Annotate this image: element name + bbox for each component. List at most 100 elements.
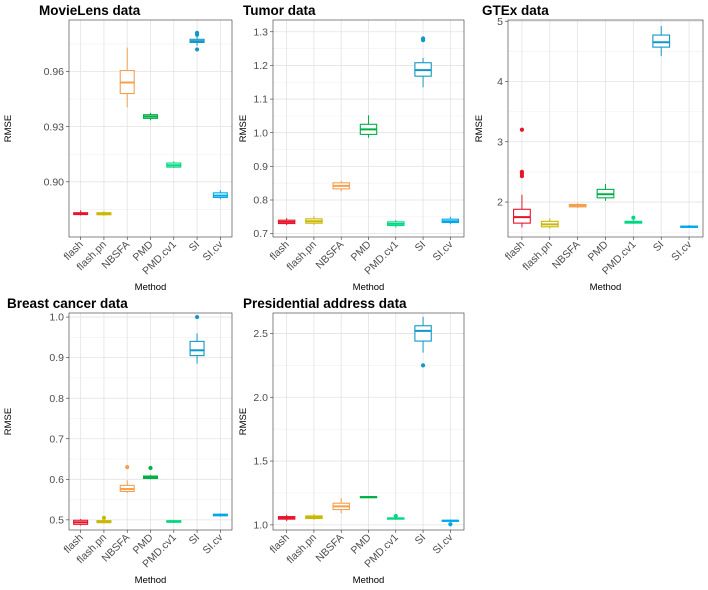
box-PMD.cv1 [166,519,182,524]
y-tick-label: 2 [497,197,503,209]
box-flash [513,127,531,228]
box-PMD.cv1 [387,219,405,228]
y-tick-label: 1.0 [253,519,268,531]
box-PMD [142,112,159,121]
x-axis-label: Method [135,575,167,586]
y-tick-label: 1.3 [253,26,268,38]
box-flash.pn [96,515,112,524]
y-axis-label: RMSE [3,408,14,435]
y-tick-label: 0.8 [49,393,64,405]
plot-border [272,312,465,531]
box-PMD [359,115,378,138]
panel-title: Tumor data [243,3,316,18]
box-PMD.cv1 [624,215,643,224]
panel-title: GTEx data [482,3,549,18]
y-axis-label: RMSE [3,115,14,142]
box-SI.cv [680,224,698,228]
box-flash [73,519,89,526]
box-flash [277,218,296,226]
plot-border [68,19,233,238]
panel-title: MovieLens data [39,3,141,18]
box-NBSFA [119,47,135,108]
y-tick-label: 1.0 [253,127,268,139]
box-NBSFA [119,465,135,494]
x-tick-label: NBSFA [313,239,346,272]
box-flash [277,514,296,522]
y-tick-label: 1.1 [253,94,268,106]
panel-title: Presidential address data [243,296,407,311]
x-tick-label: SI [187,239,203,255]
outlier-point [194,47,200,52]
y-axis-label: RMSE [238,115,249,142]
outlier-point [148,465,153,471]
x-tick-label: SI.cv [669,238,695,264]
box-flash.pn [540,218,559,229]
box-body [189,340,205,357]
box-body [414,325,432,342]
y-tick-label: 0.7 [253,228,268,240]
outlier-point [448,522,453,527]
x-tick-label: flash [268,532,292,556]
box-flash [73,210,89,216]
y-tick-label: 0.9 [49,352,64,364]
box-flash.pn [96,211,112,216]
plot-border [507,19,704,238]
outlier-point [631,215,636,220]
box-SI [652,26,671,57]
box-SI [414,36,432,88]
outlier-point [420,363,426,368]
outlier-point [519,169,525,174]
box-SI.cv [441,216,460,225]
plot-border [68,312,233,531]
outlier-point [420,36,426,41]
x-tick-label: SI.cv [430,238,456,264]
x-tick-label: flash [268,239,292,263]
box-NBSFA [332,180,350,192]
box-PMD [359,496,378,499]
box-SI.cv [212,513,228,517]
y-tick-label: 2.0 [253,392,268,404]
outlier-point [125,465,130,470]
y-tick-label: 0.93 [44,121,65,133]
y-axis-label: RMSE [238,408,249,435]
y-tick-label: 0.6 [49,474,64,486]
x-tick-label: flash.pn [285,239,320,274]
y-tick-label: 0.5 [49,514,64,526]
x-tick-label: NBSFA [550,239,583,272]
x-axis-label: Method [135,282,167,293]
box-PMD [596,183,615,201]
x-tick-label: SI [413,532,429,548]
box-NBSFA [568,203,587,209]
x-axis-label: Method [353,575,385,586]
y-tick-label: 0.9 [253,161,268,173]
y-tick-label: 1.2 [253,60,268,72]
outlier-point [101,515,107,520]
x-tick-label: PMD [586,238,611,263]
x-tick-label: SI [651,239,667,255]
x-tick-label: flash.pn [285,532,320,567]
box-body [652,34,671,48]
box-PMD.cv1 [166,161,182,169]
panel-title: Breast cancer data [7,296,128,311]
box-PMD.cv1 [387,513,405,520]
box-flash.pn [305,216,323,225]
box-SI [189,30,205,52]
x-tick-label: flash.pn [520,239,555,274]
x-tick-label: SI [187,532,203,548]
y-tick-label: 0.96 [44,66,65,78]
outlier-point [194,314,200,320]
y-tick-label: 4 [497,76,503,88]
x-tick-label: flash [503,239,527,263]
y-tick-label: 3 [497,136,503,148]
y-axis-label: RMSE [474,115,485,142]
x-axis-label: Method [590,282,622,293]
box-SI [189,314,205,364]
box-flash.pn [305,514,323,520]
outlier-point [519,127,525,132]
box-SI.cv [212,190,228,200]
outlier-point [194,30,200,35]
y-tick-label: 2.5 [253,328,268,340]
